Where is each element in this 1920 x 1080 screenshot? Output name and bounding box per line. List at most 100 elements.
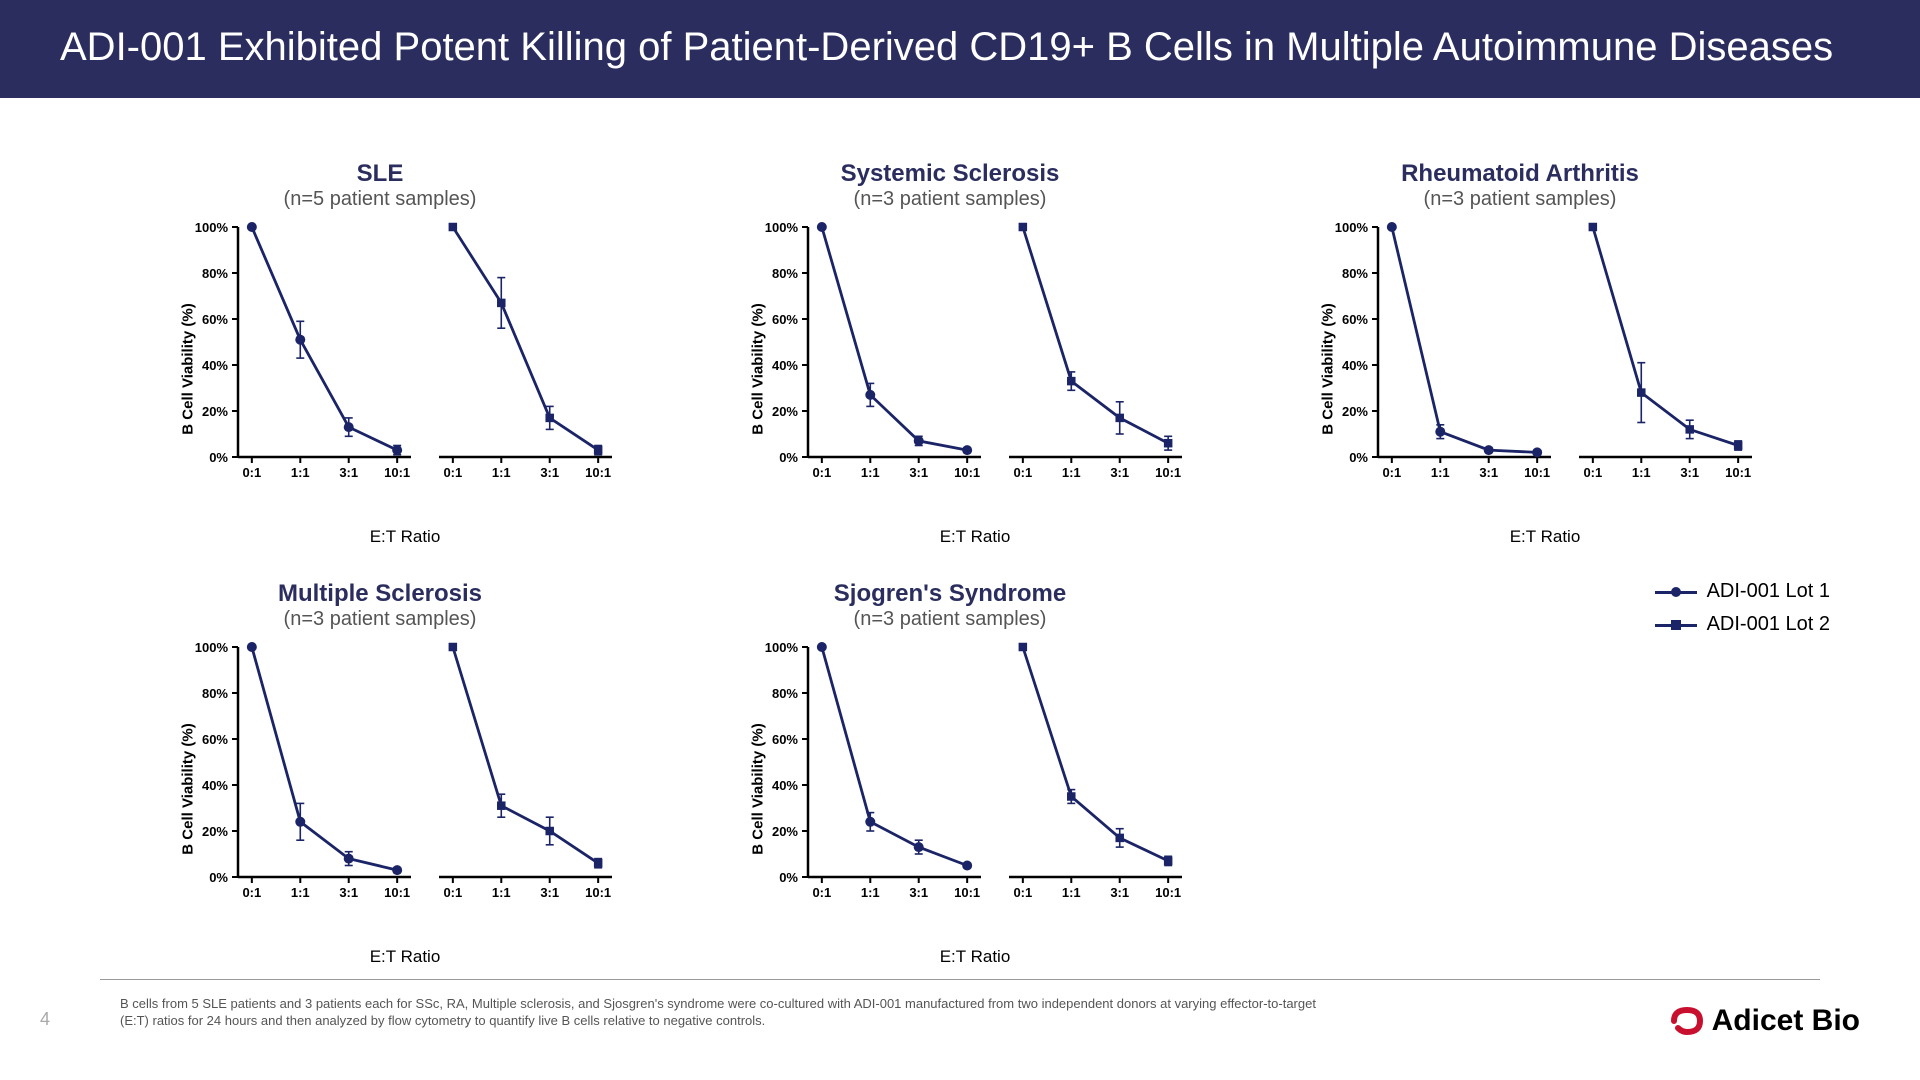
chart-subtitle: (n=3 patient samples) [140, 608, 620, 631]
chart-subtitle: (n=3 patient samples) [710, 188, 1190, 211]
svg-text:0:1: 0:1 [1382, 465, 1401, 480]
svg-text:10:1: 10:1 [585, 465, 611, 480]
chart-title: Systemic Sclerosis [710, 160, 1190, 188]
svg-text:20%: 20% [772, 824, 798, 839]
svg-text:10:1: 10:1 [1155, 885, 1181, 900]
plot-area: B Cell Viability (%)E:T Ratio0%20%40%60%… [190, 639, 620, 919]
svg-text:40%: 40% [202, 778, 228, 793]
x-axis-label: E:T Ratio [940, 947, 1011, 967]
page-number: 4 [40, 1009, 50, 1030]
svg-text:10:1: 10:1 [585, 885, 611, 900]
svg-text:60%: 60% [772, 312, 798, 327]
svg-text:1:1: 1:1 [291, 465, 310, 480]
svg-text:60%: 60% [1342, 312, 1368, 327]
chart-title: Multiple Sclerosis [140, 580, 620, 608]
svg-text:1:1: 1:1 [291, 885, 310, 900]
svg-text:3:1: 3:1 [1110, 885, 1129, 900]
svg-text:10:1: 10:1 [384, 465, 410, 480]
svg-text:3:1: 3:1 [909, 885, 928, 900]
svg-text:1:1: 1:1 [1632, 465, 1651, 480]
svg-text:60%: 60% [202, 312, 228, 327]
svg-text:20%: 20% [1342, 404, 1368, 419]
svg-text:0:1: 0:1 [443, 885, 462, 900]
slide-title: ADI-001 Exhibited Potent Killing of Pati… [60, 25, 1833, 69]
chart-title: Sjogren's Syndrome [710, 580, 1190, 608]
company-logo: Adicet Bio [1670, 1004, 1860, 1038]
svg-text:100%: 100% [1335, 220, 1369, 235]
svg-text:80%: 80% [772, 686, 798, 701]
plot-area: B Cell Viability (%)E:T Ratio0%20%40%60%… [760, 639, 1190, 919]
svg-text:0%: 0% [779, 870, 798, 885]
chart-panel: Sjogren's Syndrome(n=3 patient samples)B… [710, 580, 1190, 970]
svg-text:60%: 60% [202, 732, 228, 747]
legend-label-lot1: ADI-001 Lot 1 [1707, 580, 1830, 603]
svg-text:40%: 40% [202, 358, 228, 373]
svg-text:1:1: 1:1 [1431, 465, 1450, 480]
svg-text:60%: 60% [772, 732, 798, 747]
svg-text:0:1: 0:1 [242, 885, 261, 900]
svg-text:100%: 100% [195, 640, 229, 655]
slide-header: ADI-001 Exhibited Potent Killing of Pati… [0, 0, 1920, 98]
footer-divider [100, 979, 1820, 980]
legend-label-lot2: ADI-001 Lot 2 [1707, 613, 1830, 636]
svg-text:1:1: 1:1 [492, 465, 511, 480]
chart-subtitle: (n=5 patient samples) [140, 188, 620, 211]
svg-text:0:1: 0:1 [242, 465, 261, 480]
svg-text:0:1: 0:1 [443, 465, 462, 480]
svg-text:80%: 80% [772, 266, 798, 281]
logo-text: Adicet Bio [1712, 1004, 1860, 1038]
svg-text:10:1: 10:1 [954, 465, 980, 480]
svg-text:80%: 80% [1342, 266, 1368, 281]
svg-text:0:1: 0:1 [1583, 465, 1602, 480]
svg-text:100%: 100% [765, 640, 799, 655]
svg-text:80%: 80% [202, 686, 228, 701]
svg-text:1:1: 1:1 [492, 885, 511, 900]
svg-text:1:1: 1:1 [861, 885, 880, 900]
charts-grid: SLE(n=5 patient samples)B Cell Viability… [140, 160, 1760, 970]
svg-text:10:1: 10:1 [1725, 465, 1751, 480]
svg-text:20%: 20% [202, 404, 228, 419]
chart-panel: SLE(n=5 patient samples)B Cell Viability… [140, 160, 620, 550]
svg-text:3:1: 3:1 [1110, 465, 1129, 480]
svg-text:10:1: 10:1 [954, 885, 980, 900]
svg-text:0%: 0% [1349, 450, 1368, 465]
svg-text:0:1: 0:1 [812, 885, 831, 900]
svg-text:1:1: 1:1 [1062, 465, 1081, 480]
chart-title: SLE [140, 160, 620, 188]
svg-text:3:1: 3:1 [339, 885, 358, 900]
plot-area: B Cell Viability (%)E:T Ratio0%20%40%60%… [190, 219, 620, 499]
chart-title: Rheumatoid Arthritis [1280, 160, 1760, 188]
x-axis-label: E:T Ratio [370, 947, 441, 967]
svg-text:3:1: 3:1 [540, 465, 559, 480]
svg-text:0:1: 0:1 [1013, 465, 1032, 480]
svg-text:0:1: 0:1 [812, 465, 831, 480]
svg-text:10:1: 10:1 [384, 885, 410, 900]
plot-area: B Cell Viability (%)E:T Ratio0%20%40%60%… [1330, 219, 1760, 499]
svg-text:20%: 20% [202, 824, 228, 839]
svg-text:3:1: 3:1 [909, 465, 928, 480]
svg-text:0%: 0% [209, 870, 228, 885]
svg-text:0%: 0% [779, 450, 798, 465]
svg-text:100%: 100% [765, 220, 799, 235]
plot-area: B Cell Viability (%)E:T Ratio0%20%40%60%… [760, 219, 1190, 499]
svg-text:100%: 100% [195, 220, 229, 235]
x-axis-label: E:T Ratio [940, 527, 1011, 547]
legend-item-lot2: ADI-001 Lot 2 [1655, 613, 1830, 636]
svg-text:40%: 40% [772, 358, 798, 373]
legend-marker-circle [1655, 582, 1697, 602]
svg-text:40%: 40% [1342, 358, 1368, 373]
svg-text:3:1: 3:1 [540, 885, 559, 900]
legend-marker-square [1655, 615, 1697, 635]
legend-item-lot1: ADI-001 Lot 1 [1655, 580, 1830, 603]
chart-panel: Rheumatoid Arthritis(n=3 patient samples… [1280, 160, 1760, 550]
svg-text:0%: 0% [209, 450, 228, 465]
x-axis-label: E:T Ratio [1510, 527, 1581, 547]
svg-text:1:1: 1:1 [861, 465, 880, 480]
svg-text:0:1: 0:1 [1013, 885, 1032, 900]
x-axis-label: E:T Ratio [370, 527, 441, 547]
svg-text:20%: 20% [772, 404, 798, 419]
footnote-text: B cells from 5 SLE patients and 3 patien… [120, 995, 1320, 1030]
chart-subtitle: (n=3 patient samples) [1280, 188, 1760, 211]
svg-text:40%: 40% [772, 778, 798, 793]
svg-text:3:1: 3:1 [1479, 465, 1498, 480]
